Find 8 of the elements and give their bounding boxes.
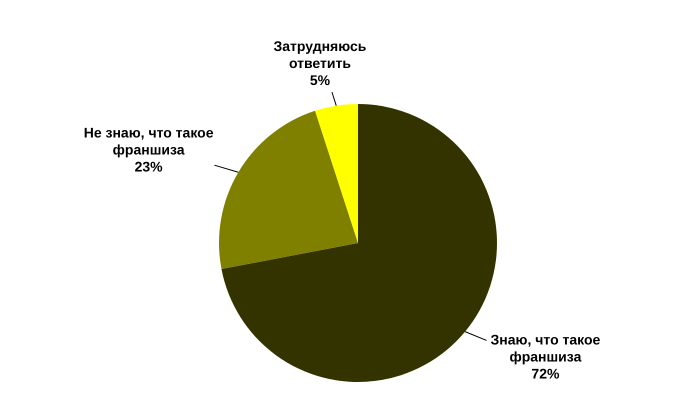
slice-label: Не знаю, что такое франшиза xyxy=(84,124,214,158)
data-label: 5% xyxy=(310,72,331,88)
slice-label: Знаю, что такое франшиза xyxy=(490,332,601,365)
pie-slice xyxy=(219,110,358,270)
pie-slice xyxy=(315,104,358,243)
slice-label: Затрудняюсь ответить xyxy=(273,38,367,72)
data-label: 72% xyxy=(531,366,560,382)
data-label: 23% xyxy=(134,158,164,175)
